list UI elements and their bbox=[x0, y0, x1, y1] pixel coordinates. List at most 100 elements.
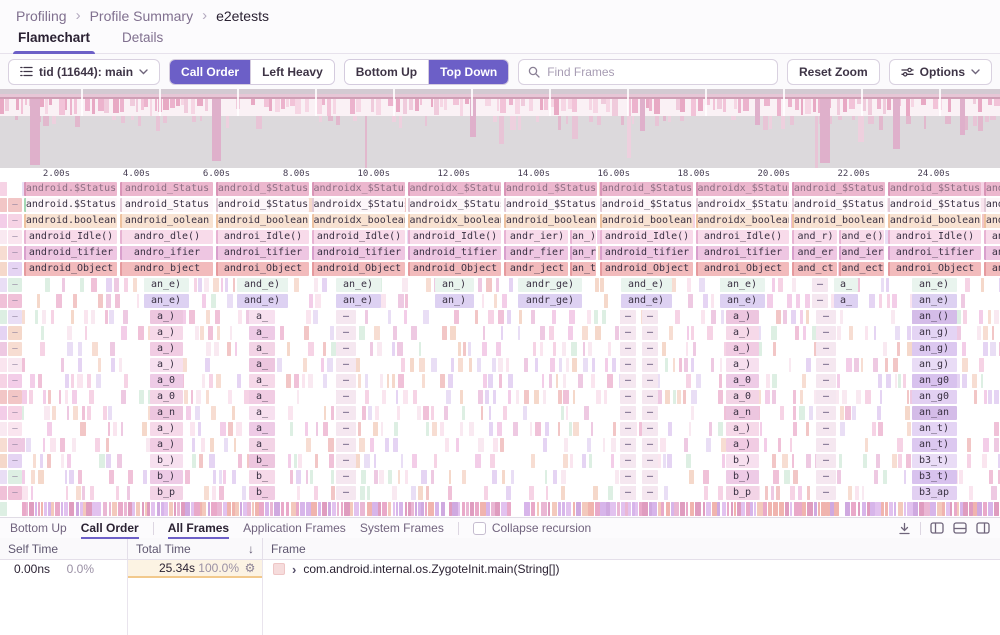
flame-frame[interactable]: andr_fier bbox=[504, 246, 568, 260]
flame-frame[interactable]: a_0 bbox=[149, 374, 183, 388]
gutter-dash-cell[interactable]: – bbox=[8, 390, 22, 404]
flame-frame[interactable]: and_ect bbox=[839, 262, 884, 276]
flame-frame[interactable]: an_g0 bbox=[911, 374, 957, 388]
gutter-dash-cell[interactable]: – bbox=[8, 422, 22, 436]
thread-selector-dropdown[interactable]: tid (11644): main bbox=[8, 58, 161, 85]
gutter-dash-cell[interactable]: – bbox=[8, 358, 22, 372]
flame-frame[interactable]: – bbox=[620, 438, 636, 452]
flame-frame[interactable]: – bbox=[620, 390, 636, 404]
flame-frame[interactable]: a_ bbox=[249, 406, 275, 420]
flame-frame[interactable]: android_$Status bbox=[503, 198, 597, 212]
flame-frame[interactable]: a_0 bbox=[725, 390, 759, 404]
profile-minimap[interactable] bbox=[0, 89, 1000, 168]
flame-frame[interactable]: andr_ject bbox=[504, 262, 568, 276]
flame-frame[interactable]: a_ bbox=[249, 438, 275, 452]
flame-frame[interactable]: android_tifier bbox=[407, 246, 501, 260]
tab-flamechart[interactable]: Flamechart bbox=[12, 30, 96, 54]
flame-frame[interactable]: android_Idle() bbox=[311, 230, 405, 244]
flame-frame[interactable]: – bbox=[336, 374, 356, 388]
gutter-dash-cell[interactable]: – bbox=[8, 486, 22, 500]
flame-frame[interactable]: – bbox=[816, 374, 836, 388]
flame-frame[interactable]: android_$Status bbox=[887, 198, 981, 212]
flame-frame[interactable]: an_) bbox=[570, 230, 596, 244]
flame-frame[interactable]: b_ bbox=[249, 454, 275, 468]
gutter-dash-cell[interactable]: – bbox=[8, 214, 22, 228]
gutter-dash-cell[interactable]: – bbox=[8, 438, 22, 452]
flame-frame[interactable]: – bbox=[620, 374, 636, 388]
flame-frame[interactable]: – bbox=[816, 470, 836, 484]
flame-frame[interactable]: and_e) bbox=[620, 278, 672, 292]
flame-frame[interactable]: an_g) bbox=[911, 342, 957, 356]
flame-frame[interactable]: b_p bbox=[725, 486, 759, 500]
flame-frame[interactable]: android.$Status bbox=[23, 182, 117, 196]
flame-frame[interactable]: b_) bbox=[725, 470, 759, 484]
flame-frame[interactable]: androi_tifier bbox=[215, 246, 309, 260]
flame-frame[interactable]: – bbox=[620, 454, 636, 468]
flame-frame[interactable]: andro_ifier bbox=[119, 246, 213, 260]
flame-frame[interactable]: andro_dle() bbox=[119, 230, 213, 244]
column-header-total-time[interactable]: Total Time ↓ bbox=[128, 538, 263, 559]
column-header-frame[interactable]: Frame bbox=[271, 541, 306, 556]
download-icon[interactable] bbox=[898, 522, 911, 535]
flame-frame[interactable]: a_ bbox=[249, 310, 275, 324]
flame-frame[interactable]: a_) bbox=[149, 422, 183, 436]
flame-frame[interactable]: an_g) bbox=[911, 326, 957, 340]
layout-dock-right-icon[interactable] bbox=[976, 522, 990, 534]
flame-frame[interactable]: androi_tifier bbox=[695, 246, 789, 260]
expand-row-icon[interactable]: › bbox=[292, 561, 297, 577]
flame-frame[interactable]: a_) bbox=[725, 438, 759, 452]
flame-frame[interactable]: – bbox=[620, 310, 636, 324]
flame-frame[interactable]: android_boolean bbox=[983, 214, 1000, 228]
gutter-dash-cell[interactable]: – bbox=[8, 326, 22, 340]
gutter-dash-cell[interactable]: – bbox=[8, 294, 22, 308]
flame-frame[interactable]: and_er bbox=[792, 246, 837, 260]
flame-frame[interactable]: and_ier bbox=[839, 246, 884, 260]
flame-frame[interactable]: – bbox=[620, 406, 636, 420]
column-header-self-time[interactable]: Self Time bbox=[0, 538, 128, 559]
flame-frame[interactable]: an_) bbox=[434, 278, 474, 292]
flame-frame[interactable]: a_0 bbox=[149, 390, 183, 404]
top-down-button[interactable]: Top Down bbox=[429, 59, 509, 84]
flame-frame[interactable]: a_) bbox=[149, 358, 183, 372]
flame-frame[interactable]: android_$Status bbox=[983, 198, 1000, 212]
flame-frame[interactable]: – bbox=[642, 342, 658, 356]
flame-frame[interactable]: – bbox=[816, 422, 836, 436]
breadcrumb-profile-summary[interactable]: Profile Summary bbox=[89, 7, 194, 24]
flame-frame[interactable]: – bbox=[336, 406, 356, 420]
flame-frame[interactable]: an_() bbox=[911, 310, 957, 324]
flame-frame[interactable]: – bbox=[336, 438, 356, 452]
gutter-dash-cell[interactable]: – bbox=[8, 262, 22, 276]
flame-frame[interactable]: b_) bbox=[149, 454, 183, 468]
footer-tab-system-frames[interactable]: System Frames bbox=[359, 521, 444, 535]
flame-frame[interactable]: an_g0 bbox=[911, 390, 957, 404]
flame-frame[interactable]: – bbox=[642, 454, 658, 468]
flame-frame[interactable]: androi_tifier bbox=[887, 246, 981, 260]
flame-frame[interactable]: android_$Status bbox=[983, 182, 1000, 196]
flame-frame[interactable]: androi_Idle() bbox=[215, 230, 309, 244]
gutter-dash-cell[interactable]: – bbox=[8, 230, 22, 244]
flame-frame[interactable]: an_e) bbox=[911, 294, 957, 308]
footer-tab-bottom-up[interactable]: Bottom Up bbox=[10, 521, 67, 535]
flame-frame[interactable]: androi_Idle() bbox=[983, 230, 1000, 244]
flame-frame[interactable]: android_$Status bbox=[215, 182, 309, 196]
call-order-button[interactable]: Call Order bbox=[170, 59, 252, 84]
flame-frame[interactable]: android_Status bbox=[119, 198, 213, 212]
flame-frame[interactable]: b_) bbox=[149, 470, 183, 484]
flame-frame[interactable]: andro_bject bbox=[119, 262, 213, 276]
flame-frame[interactable]: – bbox=[642, 374, 658, 388]
reset-zoom-button[interactable]: Reset Zoom bbox=[786, 58, 880, 85]
flame-frame[interactable]: androidx_$Status bbox=[695, 198, 789, 212]
flame-frame[interactable]: a_ bbox=[249, 390, 275, 404]
flame-frame[interactable]: androi_Object bbox=[983, 262, 1000, 276]
flame-frame[interactable]: – bbox=[620, 422, 636, 436]
flame-frame[interactable]: android_boolean bbox=[791, 214, 885, 228]
flame-frame[interactable]: androi_Object bbox=[887, 262, 981, 276]
flame-frame[interactable]: android_Idle() bbox=[407, 230, 501, 244]
flame-frame[interactable]: android_Idle() bbox=[23, 230, 117, 244]
flame-frame[interactable]: androidx_boolean bbox=[407, 214, 501, 228]
gutter-dash-cell[interactable]: – bbox=[8, 278, 22, 292]
flame-frame[interactable]: – bbox=[642, 438, 658, 452]
flame-frame[interactable]: an_g) bbox=[911, 358, 957, 372]
flame-frame[interactable]: – bbox=[336, 342, 356, 356]
flame-frame[interactable]: android_oolean bbox=[119, 214, 213, 228]
